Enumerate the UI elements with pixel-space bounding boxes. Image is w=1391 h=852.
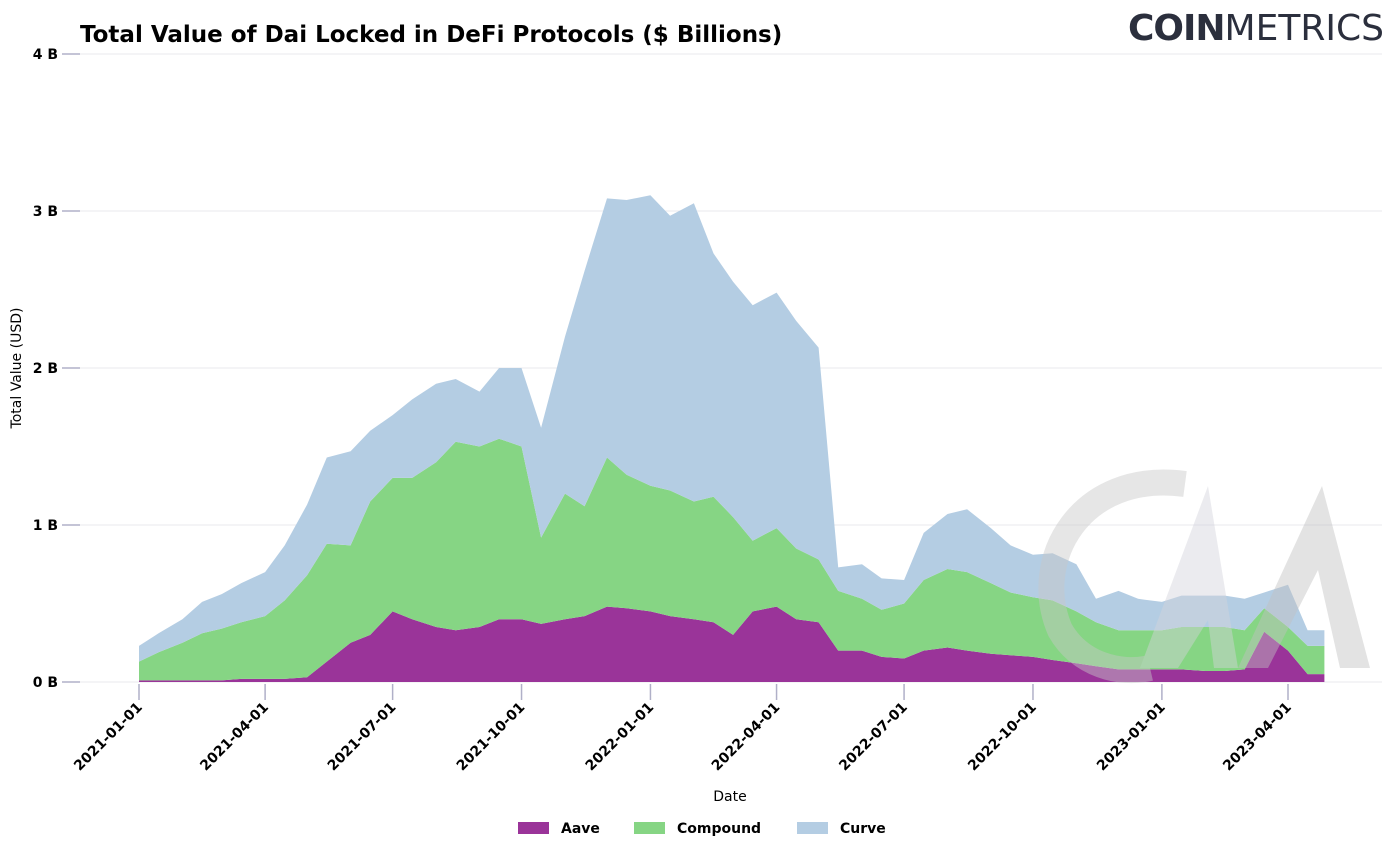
x-tick-label: 2021-10-01	[454, 700, 529, 775]
x-axis-label: Date	[713, 789, 746, 805]
area-series-compound	[139, 438, 1325, 681]
legend-label-curve: Curve	[840, 821, 886, 837]
x-tick-label: 2021-07-01	[325, 700, 400, 775]
x-tick-label: 2023-04-01	[1220, 700, 1295, 775]
y-axis: 0 B 1 B 2 B 3 B 4 B	[33, 47, 80, 691]
x-tick-label: 2022-10-01	[965, 700, 1040, 775]
legend-item-curve[interactable]: Curve	[797, 821, 886, 837]
x-tick-label: 2021-01-01	[71, 700, 146, 775]
legend-swatch-curve	[797, 822, 828, 834]
legend-label-compound: Compound	[677, 821, 761, 837]
area-series-curve	[139, 195, 1325, 662]
legend-swatch-aave	[518, 822, 549, 834]
cm-watermark-icon	[1038, 469, 1370, 684]
x-tick-label: 2021-04-01	[197, 700, 272, 775]
legend-swatch-compound	[634, 822, 665, 834]
coinmetrics-logo: COINMETRICS	[1128, 8, 1384, 49]
x-tick-label: 2022-04-01	[709, 700, 784, 775]
x-tick-label: 2023-01-01	[1094, 700, 1169, 775]
legend-item-compound[interactable]: Compound	[634, 821, 761, 837]
y-tick-label: 2 B	[33, 361, 58, 377]
y-tick-label: 3 B	[33, 204, 58, 220]
y-tick-label: 4 B	[33, 47, 58, 63]
legend: Aave Compound Curve	[518, 821, 886, 837]
y-axis-label: Total Value (USD)	[9, 308, 25, 430]
series-areas	[139, 195, 1325, 682]
logo-text-metrics: METRICS	[1224, 8, 1384, 49]
area-series-aave	[139, 606, 1325, 682]
logo-text-coin: COIN	[1128, 8, 1226, 49]
chart-title: Total Value of Dai Locked in DeFi Protoc…	[80, 22, 783, 48]
legend-item-aave[interactable]: Aave	[518, 821, 600, 837]
y-tick-label: 0 B	[33, 675, 58, 691]
x-tick-label: 2022-07-01	[836, 700, 911, 775]
legend-label-aave: Aave	[561, 821, 600, 837]
y-tick-label: 1 B	[33, 518, 58, 534]
x-axis: 2021-01-01 2021-04-01 2021-07-01 2021-10-01…	[71, 684, 1295, 774]
x-tick-label: 2022-01-01	[583, 700, 658, 775]
